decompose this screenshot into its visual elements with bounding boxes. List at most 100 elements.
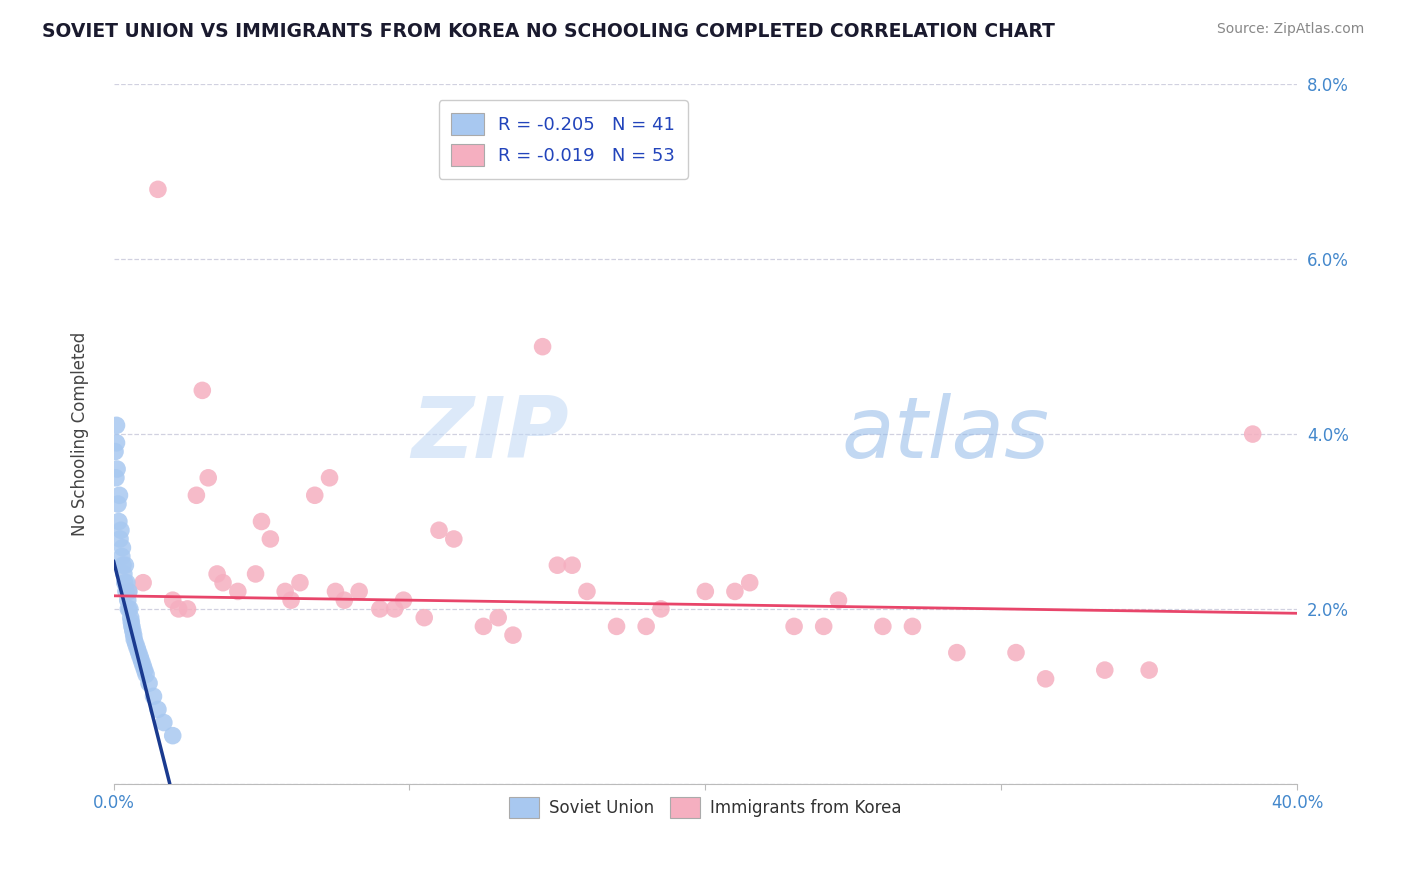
Point bbox=[117, 584, 139, 599]
Point bbox=[153, 715, 176, 730]
Point bbox=[325, 584, 347, 599]
Point bbox=[502, 628, 524, 642]
Text: atlas: atlas bbox=[841, 392, 1049, 475]
Point bbox=[104, 471, 127, 485]
Point bbox=[186, 488, 208, 502]
Point bbox=[413, 610, 436, 624]
Point bbox=[636, 619, 658, 633]
Point bbox=[105, 435, 128, 450]
Point bbox=[531, 340, 554, 354]
Point bbox=[167, 602, 190, 616]
Point bbox=[135, 667, 157, 681]
Point bbox=[197, 471, 219, 485]
Point bbox=[813, 619, 835, 633]
Point bbox=[110, 523, 132, 537]
Text: ZIP: ZIP bbox=[412, 392, 569, 475]
Point bbox=[146, 702, 169, 716]
Point bbox=[472, 619, 495, 633]
Point bbox=[872, 619, 894, 633]
Point bbox=[162, 593, 184, 607]
Point bbox=[1005, 646, 1028, 660]
Point bbox=[111, 541, 134, 555]
Point bbox=[486, 610, 509, 624]
Y-axis label: No Schooling Completed: No Schooling Completed bbox=[72, 332, 89, 536]
Point bbox=[117, 593, 139, 607]
Point bbox=[546, 558, 568, 573]
Point bbox=[105, 418, 128, 433]
Point bbox=[132, 575, 155, 590]
Point bbox=[946, 646, 969, 660]
Point bbox=[318, 471, 340, 485]
Point bbox=[191, 384, 214, 398]
Point bbox=[128, 646, 150, 660]
Point bbox=[368, 602, 391, 616]
Point bbox=[245, 566, 267, 581]
Point bbox=[146, 182, 169, 196]
Point bbox=[347, 584, 370, 599]
Point bbox=[127, 641, 149, 656]
Point bbox=[104, 444, 127, 458]
Point bbox=[132, 658, 155, 673]
Point bbox=[561, 558, 583, 573]
Point bbox=[118, 602, 141, 616]
Point bbox=[120, 610, 142, 624]
Point bbox=[162, 729, 184, 743]
Point bbox=[176, 602, 198, 616]
Point bbox=[134, 663, 156, 677]
Point bbox=[114, 558, 136, 573]
Point bbox=[111, 558, 134, 573]
Point bbox=[205, 566, 228, 581]
Point bbox=[606, 619, 628, 633]
Point bbox=[427, 523, 450, 537]
Point bbox=[122, 628, 145, 642]
Point bbox=[443, 532, 465, 546]
Point bbox=[333, 593, 356, 607]
Point bbox=[118, 584, 141, 599]
Point bbox=[274, 584, 297, 599]
Point bbox=[1035, 672, 1057, 686]
Point bbox=[115, 584, 138, 599]
Point bbox=[115, 575, 138, 590]
Point bbox=[108, 532, 131, 546]
Point bbox=[304, 488, 326, 502]
Point bbox=[108, 515, 131, 529]
Legend: Soviet Union, Immigrants from Korea: Soviet Union, Immigrants from Korea bbox=[502, 790, 908, 824]
Point bbox=[117, 602, 139, 616]
Point bbox=[259, 532, 281, 546]
Point bbox=[1094, 663, 1116, 677]
Point bbox=[111, 549, 134, 564]
Point bbox=[122, 632, 145, 647]
Point bbox=[280, 593, 302, 607]
Point bbox=[226, 584, 249, 599]
Point bbox=[250, 515, 273, 529]
Point bbox=[901, 619, 924, 633]
Point bbox=[650, 602, 672, 616]
Point bbox=[212, 575, 235, 590]
Point bbox=[120, 615, 142, 629]
Point bbox=[121, 619, 143, 633]
Point bbox=[827, 593, 849, 607]
Point bbox=[131, 654, 153, 668]
Point bbox=[1241, 427, 1264, 442]
Point bbox=[384, 602, 406, 616]
Point bbox=[724, 584, 747, 599]
Text: SOVIET UNION VS IMMIGRANTS FROM KOREA NO SCHOOLING COMPLETED CORRELATION CHART: SOVIET UNION VS IMMIGRANTS FROM KOREA NO… bbox=[42, 22, 1054, 41]
Point bbox=[138, 676, 160, 690]
Point bbox=[142, 690, 165, 704]
Point bbox=[288, 575, 311, 590]
Point bbox=[121, 624, 143, 638]
Point bbox=[107, 497, 129, 511]
Point bbox=[695, 584, 717, 599]
Point bbox=[129, 650, 152, 665]
Point bbox=[783, 619, 806, 633]
Point bbox=[392, 593, 415, 607]
Point bbox=[112, 566, 135, 581]
Text: Source: ZipAtlas.com: Source: ZipAtlas.com bbox=[1216, 22, 1364, 37]
Point bbox=[105, 462, 128, 476]
Point bbox=[738, 575, 761, 590]
Point bbox=[125, 637, 148, 651]
Point bbox=[575, 584, 598, 599]
Point bbox=[114, 575, 136, 590]
Point bbox=[1137, 663, 1160, 677]
Point bbox=[108, 488, 131, 502]
